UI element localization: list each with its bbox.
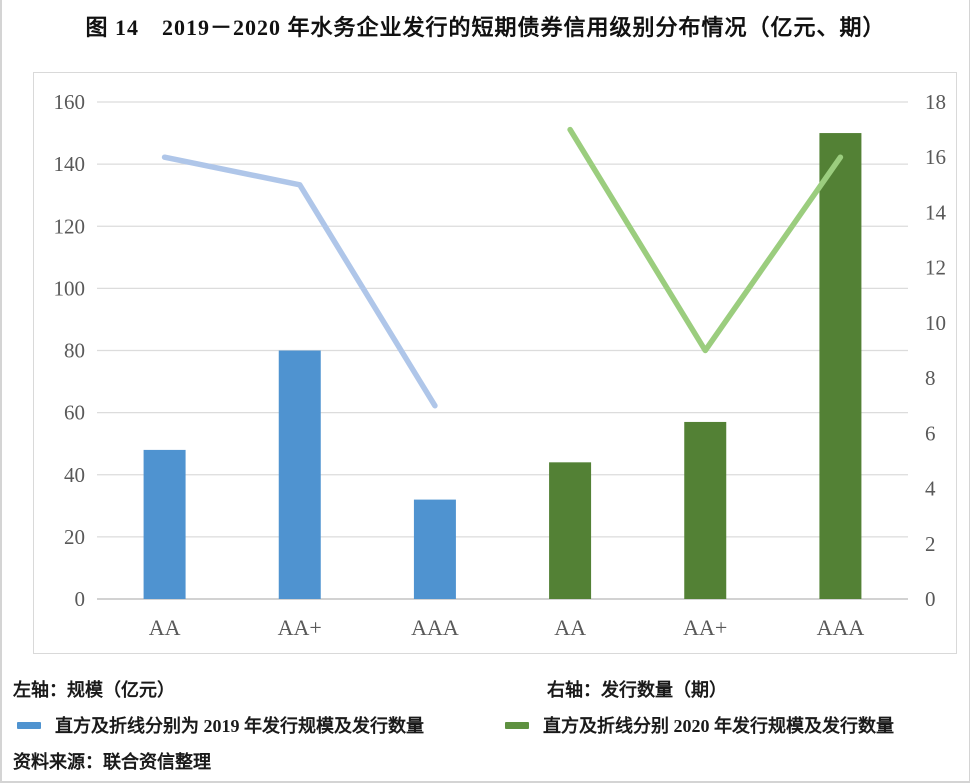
legend-item-2020: 直方及折线分别 2020 年发行规模及发行数量 bbox=[505, 712, 894, 738]
chart-legend: 直方及折线分别为 2019 年发行规模及发行数量 直方及折线分别 2020 年发… bbox=[2, 712, 969, 738]
right-axis-note: 右轴：发行数量（期） bbox=[547, 680, 727, 700]
gridlines bbox=[97, 101, 908, 600]
svg-text:60: 60 bbox=[64, 401, 85, 425]
source-note: 资料来源：联合资信整理 bbox=[13, 752, 211, 772]
bar-series-2020 bbox=[549, 133, 862, 599]
right-axis-labels: 0 2 4 6 8 10 12 14 16 18 bbox=[925, 90, 947, 611]
line-series-2019 bbox=[161, 154, 438, 409]
category-labels: AA AA+ AAA AA AA+ AAA bbox=[149, 615, 865, 640]
svg-text:10: 10 bbox=[925, 311, 946, 335]
svg-text:AA: AA bbox=[554, 615, 586, 640]
svg-text:80: 80 bbox=[64, 339, 85, 363]
svg-text:140: 140 bbox=[54, 152, 86, 176]
svg-text:0: 0 bbox=[75, 587, 86, 611]
svg-text:14: 14 bbox=[925, 200, 947, 224]
svg-text:AAA: AAA bbox=[411, 615, 459, 640]
legend-item-2019: 直方及折线分别为 2019 年发行规模及发行数量 bbox=[17, 712, 424, 738]
svg-text:8: 8 bbox=[925, 366, 936, 390]
chart-area: 0 20 40 60 80 100 120 140 160 0 2 4 6 8 10 12 14 16 18 AA AA… bbox=[33, 72, 957, 654]
svg-text:12: 12 bbox=[925, 256, 946, 280]
bar bbox=[549, 462, 592, 599]
svg-text:0: 0 bbox=[925, 587, 936, 611]
legend-2020-dash-icon bbox=[505, 721, 529, 729]
bar bbox=[684, 421, 727, 599]
legend-2020-label: 直方及折线分别 2020 年发行规模及发行数量 bbox=[543, 716, 894, 736]
svg-text:40: 40 bbox=[64, 463, 85, 487]
svg-text:120: 120 bbox=[54, 214, 86, 238]
svg-text:AA+: AA+ bbox=[683, 615, 727, 640]
figure-title: 图 14 2019－2020 年水务企业发行的短期债券信用级别分布情况（亿元、期… bbox=[85, 15, 886, 40]
svg-text:18: 18 bbox=[925, 90, 946, 114]
line-series-2020 bbox=[567, 126, 844, 354]
svg-text:AA: AA bbox=[149, 615, 181, 640]
svg-text:20: 20 bbox=[64, 525, 85, 549]
svg-text:160: 160 bbox=[54, 90, 86, 114]
svg-text:4: 4 bbox=[925, 477, 936, 501]
bar bbox=[819, 133, 862, 599]
left-axis-labels: 0 20 40 60 80 100 120 140 160 bbox=[54, 90, 86, 611]
svg-text:16: 16 bbox=[925, 145, 946, 169]
svg-text:AA+: AA+ bbox=[278, 615, 322, 640]
svg-text:2: 2 bbox=[925, 532, 936, 556]
left-axis-note: 左轴：规模（亿元） bbox=[13, 680, 175, 700]
svg-text:AAA: AAA bbox=[817, 615, 865, 640]
svg-text:100: 100 bbox=[54, 276, 86, 300]
legend-2019-dash-icon bbox=[17, 721, 41, 729]
bar bbox=[413, 499, 456, 599]
bar bbox=[143, 449, 186, 599]
svg-text:6: 6 bbox=[925, 421, 936, 445]
bar-series-2019 bbox=[143, 350, 456, 599]
bar bbox=[278, 350, 321, 599]
legend-2019-label: 直方及折线分别为 2019 年发行规模及发行数量 bbox=[55, 716, 424, 736]
